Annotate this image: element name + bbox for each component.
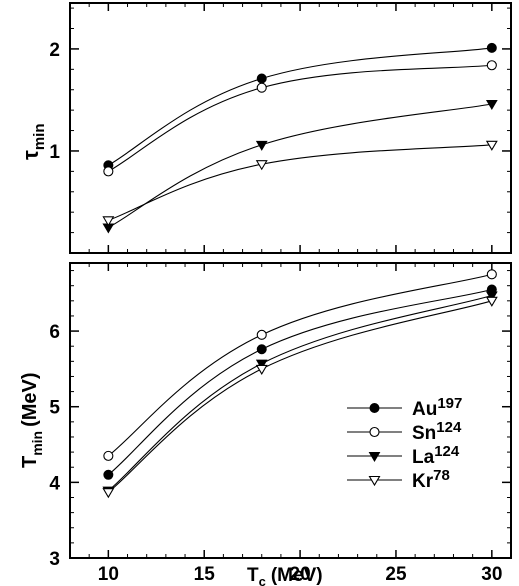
bottom-y-tick-labels: 3 4 5 6 bbox=[49, 322, 60, 570]
top-panel-frame bbox=[69, 2, 512, 254]
legend-entry-sn124: Sn124 bbox=[347, 419, 462, 444]
legend-entry-kr78: Kr78 bbox=[347, 467, 450, 492]
legend-label-superscript: 197 bbox=[437, 395, 462, 412]
legend-entry-au197: Au197 bbox=[347, 395, 462, 420]
legend-marker bbox=[369, 403, 380, 413]
data-point-au197 bbox=[256, 73, 267, 84]
legend-label-base: Au bbox=[412, 399, 437, 420]
legend-label: Au197 bbox=[412, 395, 462, 420]
legend-label: La124 bbox=[412, 443, 460, 468]
data-point-sn124 bbox=[256, 329, 267, 340]
legend-label-superscript: 78 bbox=[433, 467, 450, 484]
legend-label-superscript: 124 bbox=[434, 443, 460, 460]
legend-label-base: Sn bbox=[412, 423, 436, 444]
top-panel: 12 τmin bbox=[18, 2, 512, 254]
x-tick-labels: 10 15 20 25 30 bbox=[98, 564, 503, 585]
x-tick-label: 30 bbox=[481, 564, 502, 585]
bottom-y-axis-label-main: T bbox=[19, 456, 41, 468]
data-point-au197 bbox=[486, 42, 497, 53]
series-line-kr78 bbox=[108, 144, 492, 221]
data-point-sn124 bbox=[103, 166, 114, 177]
data-point-sn124 bbox=[103, 450, 114, 461]
y-tick-label: 3 bbox=[49, 549, 60, 570]
data-point-kr78 bbox=[102, 216, 115, 227]
top-y-axis-label: τmin bbox=[18, 124, 48, 161]
bottom-y-axis-label-sub: min bbox=[29, 431, 45, 456]
legend-marker bbox=[369, 426, 380, 438]
y-tick-label: 2 bbox=[49, 40, 60, 61]
data-point-au197 bbox=[103, 469, 114, 480]
data-point-au197 bbox=[256, 344, 267, 355]
data-point-sn124 bbox=[256, 82, 267, 93]
data-point-kr78 bbox=[485, 296, 498, 307]
bottom-panel-ticks bbox=[69, 263, 512, 559]
x-tick-label: 15 bbox=[194, 564, 216, 585]
top-panel-ticks bbox=[69, 3, 512, 253]
top-y-tick-labels: 12 bbox=[49, 40, 60, 163]
x-tick-label: 10 bbox=[98, 564, 119, 585]
y-tick-label: 5 bbox=[49, 398, 60, 419]
x-axis-label: Tc (MeV) bbox=[247, 565, 323, 586]
data-point-kr78 bbox=[255, 160, 268, 171]
top-series-markers bbox=[102, 42, 498, 234]
x-axis-label-unit: (MeV) bbox=[271, 565, 323, 586]
data-point-sn124 bbox=[486, 60, 497, 71]
data-point-sn124 bbox=[486, 269, 497, 280]
legend-label-base: La bbox=[412, 447, 435, 468]
legend-marker bbox=[368, 452, 381, 462]
x-tick-label: 25 bbox=[385, 564, 407, 585]
data-point-kr78 bbox=[485, 140, 498, 151]
y-tick-label: 4 bbox=[49, 473, 60, 494]
top-y-axis-label-main: τ bbox=[18, 150, 43, 160]
data-point-la124 bbox=[485, 291, 498, 302]
x-axis-label-main: T bbox=[247, 565, 259, 586]
y-tick-label: 1 bbox=[49, 142, 60, 163]
data-point-la124 bbox=[255, 140, 268, 151]
legend-label-base: Kr bbox=[412, 471, 434, 492]
x-tick-label: 20 bbox=[290, 564, 311, 585]
legend-label: Kr78 bbox=[412, 467, 450, 492]
bottom-y-axis-label: Tmin (MeV) bbox=[19, 372, 45, 468]
legend-marker bbox=[368, 475, 381, 487]
x-axis-label-sub: c bbox=[259, 574, 266, 586]
data-point-la124 bbox=[485, 100, 498, 111]
bottom-series-markers bbox=[102, 269, 498, 499]
bottom-y-axis-label-unit: (MeV) bbox=[19, 372, 41, 426]
bottom-panel-frame bbox=[69, 262, 512, 559]
y-tick-label: 6 bbox=[49, 322, 60, 343]
data-point-kr78 bbox=[102, 488, 115, 499]
data-point-la124 bbox=[255, 359, 268, 370]
top-y-axis-label-sub: min bbox=[31, 124, 48, 151]
data-point-kr78 bbox=[255, 364, 268, 375]
legend-entry-la124: La124 bbox=[347, 443, 460, 468]
legend-label-superscript: 124 bbox=[436, 419, 462, 436]
legend-label: Sn124 bbox=[412, 419, 462, 444]
